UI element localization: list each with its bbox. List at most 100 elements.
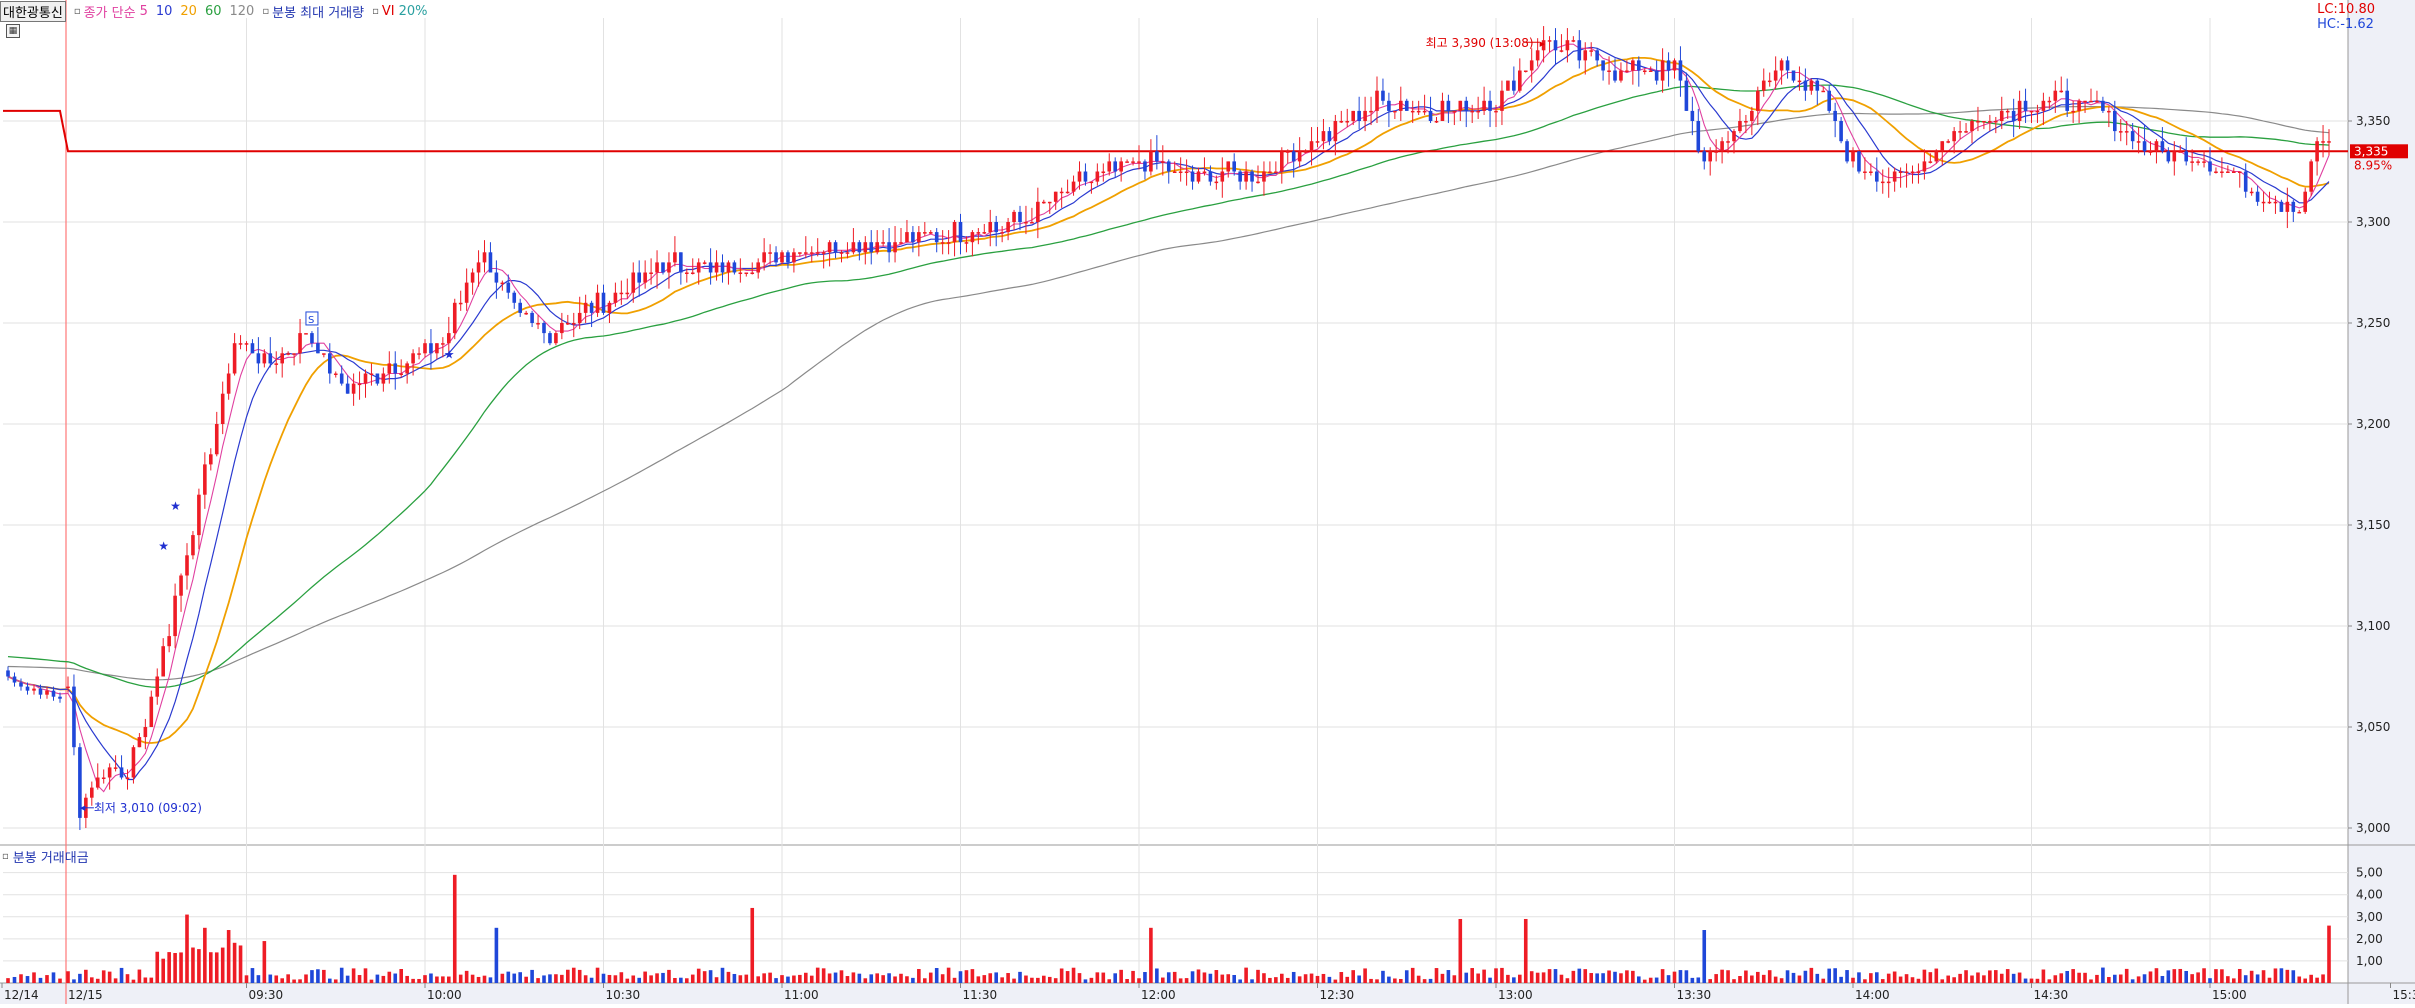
candle-body[interactable] <box>1488 101 1492 111</box>
candle-body[interactable] <box>596 293 600 313</box>
candle-body[interactable] <box>1351 111 1355 121</box>
volume-bar[interactable] <box>1102 973 1106 983</box>
volume-bar[interactable] <box>608 975 612 983</box>
volume-bar[interactable] <box>138 970 142 983</box>
volume-bar[interactable] <box>483 976 487 983</box>
volume-bar[interactable] <box>2000 974 2004 983</box>
volume-bar[interactable] <box>1066 971 1070 983</box>
volume-bar[interactable] <box>441 976 445 983</box>
candle-body[interactable] <box>2190 161 2194 163</box>
candle-body[interactable] <box>1887 182 1891 184</box>
candle-body[interactable] <box>2000 111 2004 121</box>
candle-body[interactable] <box>483 252 487 262</box>
candle-body[interactable] <box>983 232 987 234</box>
volume-bar[interactable] <box>846 976 850 983</box>
volume-bar[interactable] <box>745 975 749 983</box>
volume-bar[interactable] <box>2030 979 2034 983</box>
volume-bar[interactable] <box>2065 971 2069 983</box>
volume-bar[interactable] <box>679 978 683 983</box>
candle-body[interactable] <box>1583 50 1587 60</box>
candle-body[interactable] <box>417 353 421 355</box>
candle-body[interactable] <box>1702 151 1706 161</box>
volume-bar[interactable] <box>459 975 463 983</box>
volume-bar[interactable] <box>1976 972 1980 983</box>
candle-body[interactable] <box>322 353 326 355</box>
volume-bar[interactable] <box>1750 976 1754 983</box>
candle-body[interactable] <box>745 273 749 275</box>
volume-bar[interactable] <box>2036 979 2040 983</box>
volume-bar[interactable] <box>1470 968 1474 983</box>
candle-body[interactable] <box>2184 151 2188 161</box>
volume-bar[interactable] <box>840 970 844 983</box>
candle-body[interactable] <box>643 273 647 283</box>
volume-bar[interactable] <box>2149 971 2153 983</box>
volume-bar[interactable] <box>1857 972 1861 983</box>
candle-body[interactable] <box>1441 101 1445 121</box>
volume-bar[interactable] <box>2089 979 2093 983</box>
candle-body[interactable] <box>637 273 641 283</box>
candle-body[interactable] <box>1970 121 1974 131</box>
volume-bar[interactable] <box>495 928 499 983</box>
candle-body[interactable] <box>679 252 683 272</box>
volume-bar[interactable] <box>328 979 332 983</box>
candle-body[interactable] <box>988 222 992 232</box>
candle-body[interactable] <box>1899 172 1903 174</box>
candle-body[interactable] <box>1601 60 1605 70</box>
volume-bar[interactable] <box>1940 979 1944 983</box>
candle-body[interactable] <box>1512 81 1516 91</box>
volume-bar[interactable] <box>2054 975 2058 983</box>
candle-body[interactable] <box>1113 161 1117 171</box>
volume-bar[interactable] <box>2137 976 2141 983</box>
candle-body[interactable] <box>1697 121 1701 151</box>
legend-ma5[interactable]: 5 <box>140 4 148 19</box>
volume-bar[interactable] <box>1441 974 1445 983</box>
volume-bar[interactable] <box>2315 978 2319 983</box>
volume-bar[interactable] <box>405 976 409 983</box>
volume-bar[interactable] <box>453 875 457 983</box>
candle-body[interactable] <box>578 313 582 323</box>
volume-bar[interactable] <box>2167 970 2171 983</box>
candle-body[interactable] <box>2083 101 2087 103</box>
volume-bar[interactable] <box>1875 972 1879 983</box>
candle-body[interactable] <box>1940 141 1944 151</box>
candle-body[interactable] <box>1732 131 1736 141</box>
volume-bar[interactable] <box>1685 970 1689 983</box>
volume-bar[interactable] <box>1131 971 1135 983</box>
legend-vi-label[interactable]: VI <box>382 4 395 19</box>
volume-bar[interactable] <box>988 973 992 983</box>
volume-bar[interactable] <box>382 976 386 983</box>
volume-bar[interactable] <box>1970 976 1974 983</box>
candle-body[interactable] <box>1673 60 1677 70</box>
candle-body[interactable] <box>1518 71 1522 91</box>
candle-body[interactable] <box>1881 182 1885 184</box>
volume-bar[interactable] <box>2202 968 2206 983</box>
candle-body[interactable] <box>1417 111 1421 113</box>
candle-body[interactable] <box>1958 131 1962 133</box>
volume-bar[interactable] <box>155 952 159 983</box>
volume-bar[interactable] <box>1738 976 1742 983</box>
volume-bar[interactable] <box>923 978 927 983</box>
candle-body[interactable] <box>191 535 195 555</box>
volume-bar[interactable] <box>1137 978 1141 983</box>
volume-bar[interactable] <box>1316 976 1320 983</box>
volume-bar[interactable] <box>2262 970 2266 983</box>
volume-bar[interactable] <box>2190 974 2194 983</box>
volume-bar[interactable] <box>1119 970 1123 983</box>
candle-body[interactable] <box>221 394 225 424</box>
volume-bar[interactable] <box>179 952 183 983</box>
volume-bar[interactable] <box>542 975 546 983</box>
volume-bar[interactable] <box>1179 978 1183 983</box>
candle-body[interactable] <box>465 283 469 303</box>
candle-body[interactable] <box>2321 141 2325 143</box>
volume-bar[interactable] <box>1036 978 1040 983</box>
volume-bar[interactable] <box>2226 976 2230 983</box>
volume-bar[interactable] <box>1274 977 1278 983</box>
candle-body[interactable] <box>780 252 784 262</box>
candle-body[interactable] <box>1470 111 1474 113</box>
volume-bar[interactable] <box>1000 977 1004 983</box>
volume-bar[interactable] <box>477 977 481 983</box>
candle-body[interactable] <box>2274 202 2278 204</box>
volume-bar[interactable] <box>1226 974 1230 983</box>
volume-bar[interactable] <box>108 972 112 983</box>
